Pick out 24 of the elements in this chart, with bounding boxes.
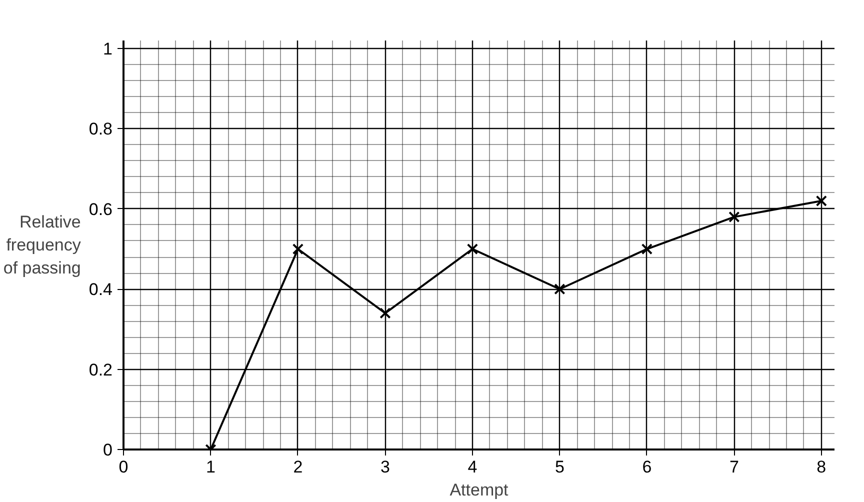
point — [728, 211, 740, 223]
x-tick-label: 2 — [293, 458, 303, 476]
x-tick-label: 0 — [118, 458, 128, 476]
x-tick-label: 5 — [554, 458, 564, 476]
point — [816, 195, 828, 206]
y-tick-label: 1 — [103, 40, 113, 59]
y-tick-label: 0 — [103, 440, 113, 460]
x-tick-label: 8 — [816, 458, 826, 476]
x-axis-title: Attempt — [450, 480, 509, 500]
y-tick-label: 0.2 — [88, 360, 113, 380]
point — [380, 308, 391, 319]
point — [292, 243, 304, 255]
x-tick-label: 1 — [206, 458, 216, 476]
y-tick-label: 0.8 — [88, 120, 113, 139]
x-tick-label: 3 — [380, 458, 390, 476]
x-tick-label: 6 — [642, 458, 652, 476]
x-tick-label: 7 — [729, 458, 739, 476]
y-axis-title: Relative frequency of passing — [3, 212, 82, 278]
x-tick-label: 4 — [468, 458, 478, 476]
point — [466, 243, 478, 255]
y-tick-label: 0.4 — [88, 280, 113, 300]
point — [554, 284, 566, 295]
point — [641, 243, 653, 255]
y-tick-label: 0.6 — [88, 200, 113, 219]
